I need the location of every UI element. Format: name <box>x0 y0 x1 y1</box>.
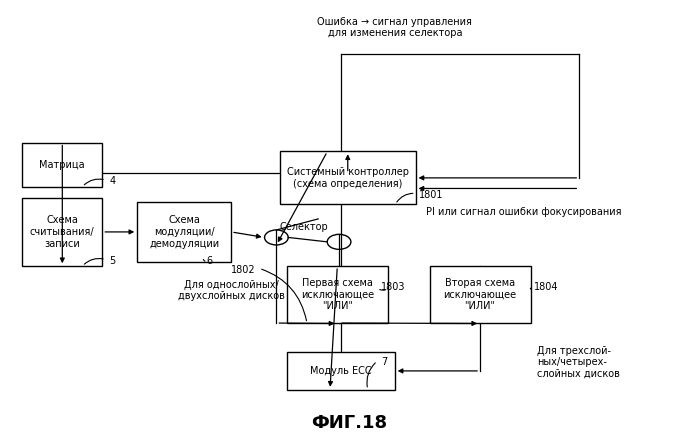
FancyBboxPatch shape <box>22 143 102 187</box>
Text: Селектор: Селектор <box>280 222 329 232</box>
Text: 1802: 1802 <box>231 265 256 275</box>
Text: Схема
считывания/
записи: Схема считывания/ записи <box>30 215 94 249</box>
Text: Системный контроллер
(схема определения): Системный контроллер (схема определения) <box>287 167 409 189</box>
FancyBboxPatch shape <box>430 266 531 324</box>
Text: 1803: 1803 <box>381 282 405 293</box>
Text: Модуль ЕСС: Модуль ЕСС <box>310 366 372 376</box>
Text: ФИГ.18: ФИГ.18 <box>312 413 387 432</box>
Text: 4: 4 <box>109 177 115 186</box>
Text: Для однослойных/
двухслойных дисков: Для однослойных/ двухслойных дисков <box>178 280 284 301</box>
FancyBboxPatch shape <box>287 352 395 390</box>
FancyBboxPatch shape <box>280 151 416 204</box>
Text: Для трехслой-
ных/четырех-
слойных дисков: Для трехслой- ных/четырех- слойных диско… <box>538 345 620 379</box>
FancyBboxPatch shape <box>137 202 231 262</box>
Text: 6: 6 <box>207 256 213 266</box>
FancyBboxPatch shape <box>22 198 102 266</box>
Text: Первая схема
исключающее
"ИЛИ": Первая схема исключающее "ИЛИ" <box>301 278 374 311</box>
Text: 1801: 1801 <box>419 190 444 200</box>
Text: PI или сигнал ошибки фокусирования: PI или сигнал ошибки фокусирования <box>426 206 621 217</box>
FancyBboxPatch shape <box>287 266 388 324</box>
Text: Вторая схема
исключающее
"ИЛИ": Вторая схема исключающее "ИЛИ" <box>443 278 517 311</box>
Text: 1804: 1804 <box>534 282 559 293</box>
Text: Схема
модуляции/
демодуляции: Схема модуляции/ демодуляции <box>149 215 219 249</box>
Text: 7: 7 <box>381 357 387 367</box>
Text: 5: 5 <box>109 256 115 266</box>
Text: Матрица: Матрица <box>40 160 85 170</box>
Text: Ошибка → сигнал управления
для изменения селектора: Ошибка → сигнал управления для изменения… <box>317 17 473 39</box>
